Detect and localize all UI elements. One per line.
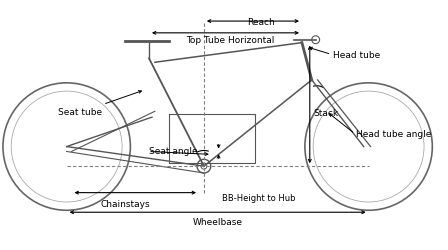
Text: Reach: Reach — [247, 18, 275, 27]
Text: Head tube: Head tube — [333, 51, 380, 60]
Text: Head tube angle: Head tube angle — [356, 130, 431, 139]
Text: BB-Height to Hub: BB-Height to Hub — [222, 193, 295, 202]
Text: Wheelbase: Wheelbase — [193, 217, 243, 226]
Text: Stack: Stack — [314, 108, 339, 117]
Text: Chainstays: Chainstays — [101, 199, 150, 208]
Text: Seat angle: Seat angle — [149, 146, 198, 155]
Text: Top Tube Horizontal: Top Tube Horizontal — [186, 36, 275, 44]
Text: Seat tube: Seat tube — [58, 107, 103, 116]
